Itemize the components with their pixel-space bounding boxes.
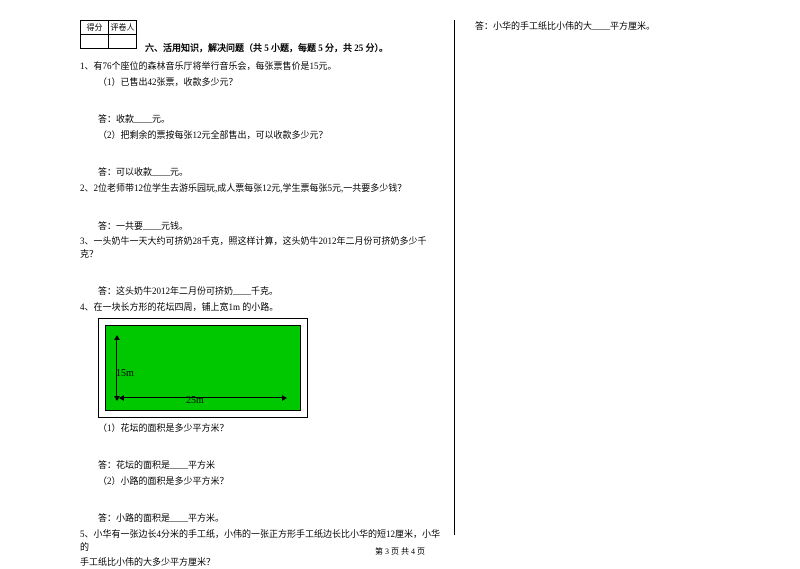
score-box: 得分 评卷人: [80, 20, 137, 49]
score-cell-blank1: [81, 35, 109, 49]
score-cell-score: 得分: [81, 21, 109, 35]
q4-p2: （2）小路的面积是多少平方米？: [80, 475, 444, 488]
q3-a: 答：这头奶牛2012年二月份可挤奶____千克。: [80, 285, 444, 298]
q4-dim-width: 25m: [186, 395, 204, 406]
q3-stem: 3、一头奶牛一天大约可挤奶28千克，照这样计算，这头奶牛2012年二月份可挤奶多…: [80, 235, 444, 260]
q4-dim-height: 15m: [116, 368, 134, 379]
q1-p1: （1）已售出42张票，收款多少元？: [80, 76, 444, 89]
q2-a: 答：一共要____元钱。: [80, 220, 444, 233]
q1-a2: 答：可以收款____元。: [80, 166, 444, 179]
page: 得分 评卷人 六、活用知识，解决问题（共 5 小题，每题 5 分，共 25 分）…: [0, 0, 800, 565]
q1-p2: （2）把剩余的票按每张12元全部售出，可以收款多少元？: [80, 129, 444, 142]
q4-a2: 答：小路的面积是____平方米。: [80, 512, 444, 525]
q5-stem2: 手工纸比小伟的大多少平方厘米？: [80, 556, 444, 569]
q4-p1: （1）花坛的面积是多少平方米？: [80, 422, 444, 435]
page-footer: 第 3 页 共 4 页: [0, 546, 800, 557]
q1-a1: 答：收款____元。: [80, 113, 444, 126]
score-cell-grader: 评卷人: [109, 21, 137, 35]
score-cell-blank2: [109, 35, 137, 49]
section-title: 六、活用知识，解决问题（共 5 小题，每题 5 分，共 25 分）。: [145, 41, 444, 54]
q2-stem: 2、2位老师带12位学生去游乐园玩,成人票每张12元,学生票每张5元,一共要多少…: [80, 182, 444, 195]
right-column: 答：小华的手工纸比小伟的大____平方厘米。: [454, 20, 760, 535]
q4-a1: 答：花坛的面积是____平方米: [80, 459, 444, 472]
q1-stem: 1、有76个座位的森林音乐厅将举行音乐会，每张票售价是15元。: [80, 60, 444, 73]
left-column: 得分 评卷人 六、活用知识，解决问题（共 5 小题，每题 5 分，共 25 分）…: [80, 20, 454, 535]
q4-stem: 4、在一块长方形的花坛四周，铺上宽1m 的小路。: [80, 301, 444, 314]
q5-a: 答：小华的手工纸比小伟的大____平方厘米。: [475, 20, 760, 33]
q4-figure: 15m 25m: [98, 318, 308, 418]
q4-inner-rect: 15m 25m: [105, 325, 301, 411]
